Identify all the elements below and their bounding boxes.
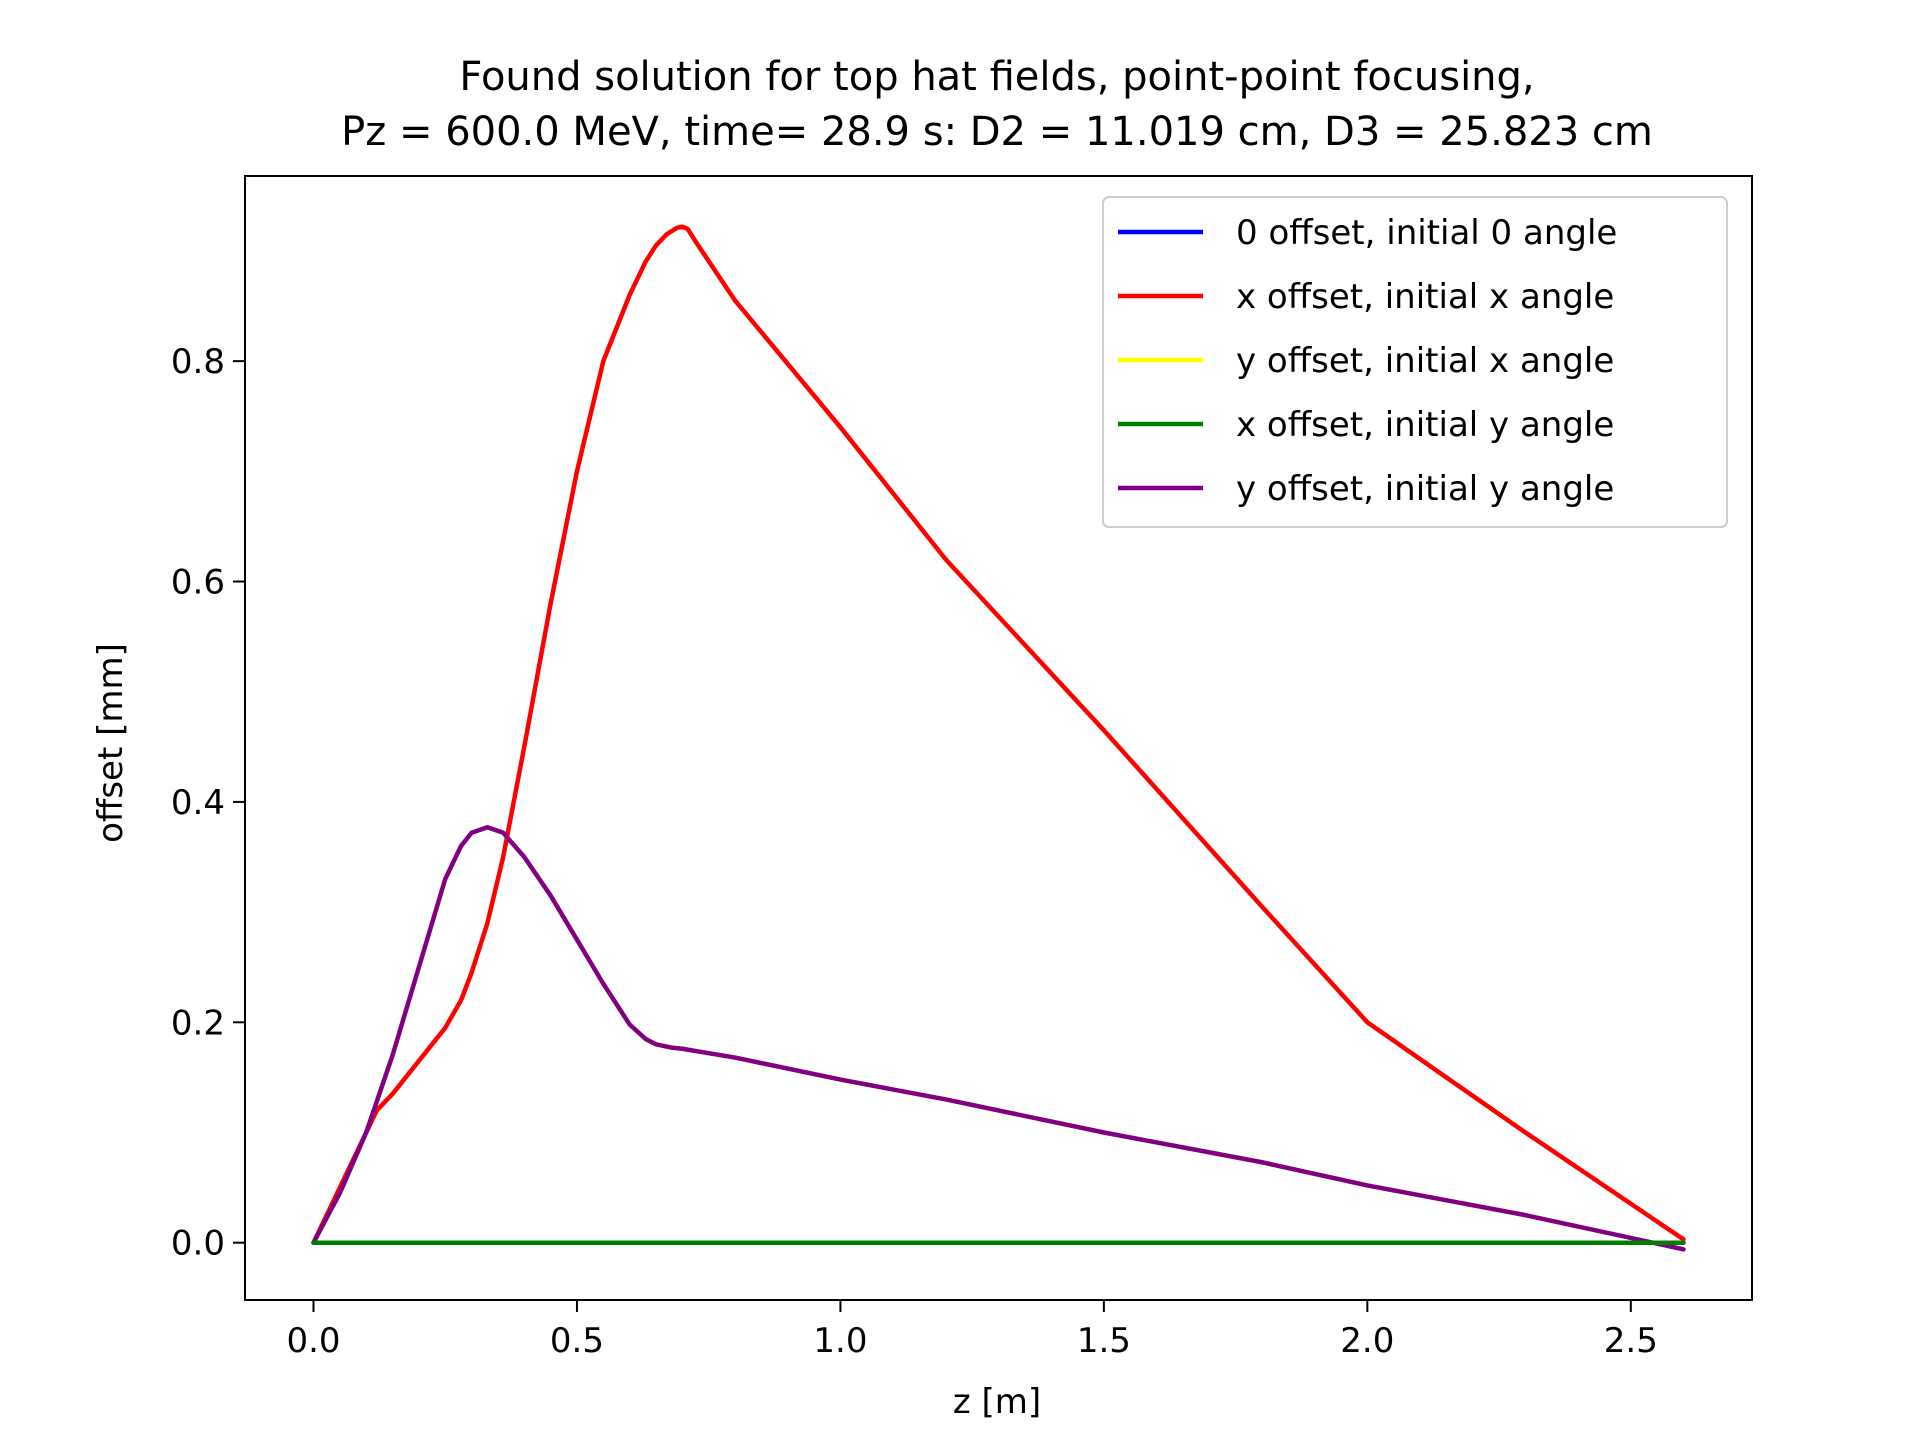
y-tick-label: 0.6 [171, 563, 225, 603]
series-line-2 [311, 224, 1686, 1245]
y-axis-label: offset [mm] [91, 643, 131, 843]
legend-label-2: x offset, initial x angle [1236, 277, 1614, 317]
y-tick-label: 0.4 [171, 783, 225, 823]
plot-frame [244, 175, 1753, 1301]
x-axis-label: z [m] [953, 1382, 1041, 1422]
legend-label-3: y offset, initial x angle [1236, 341, 1614, 381]
x-tick-label: 2.0 [1340, 1321, 1394, 1361]
x-tick-label: 1.5 [1077, 1321, 1131, 1361]
y-tick-label: 0.8 [171, 342, 225, 382]
legend-label-5: y offset, initial y angle [1236, 469, 1614, 509]
x-tick-label: 0.0 [286, 1321, 340, 1361]
legend: 0 offset, initial 0 angle x offset, initi… [1102, 196, 1728, 528]
axes: 0.0 0.5 1.0 1.5 2.0 2.5 0.0 0.2 0.4 0.6 0.8 [171, 175, 1753, 1361]
x-tick-label: 2.5 [1604, 1321, 1658, 1361]
legend-box [1102, 196, 1728, 528]
x-tick-label: 1.0 [813, 1321, 867, 1361]
chart-title-line-2: Pz = 600.0 MeV, time= 28.9 s: D2 = 11.01… [341, 109, 1653, 155]
y-tick-label: 0.2 [171, 1003, 225, 1043]
series-line-5 [311, 825, 1686, 1252]
legend-label-1: 0 offset, initial 0 angle [1236, 213, 1617, 253]
legend-label-4: x offset, initial y angle [1236, 405, 1614, 445]
y-tick-label: 0.0 [171, 1224, 225, 1264]
chart-title-line-1: Found solution for top hat fields, point… [459, 54, 1534, 100]
x-tick-label: 0.5 [550, 1321, 604, 1361]
